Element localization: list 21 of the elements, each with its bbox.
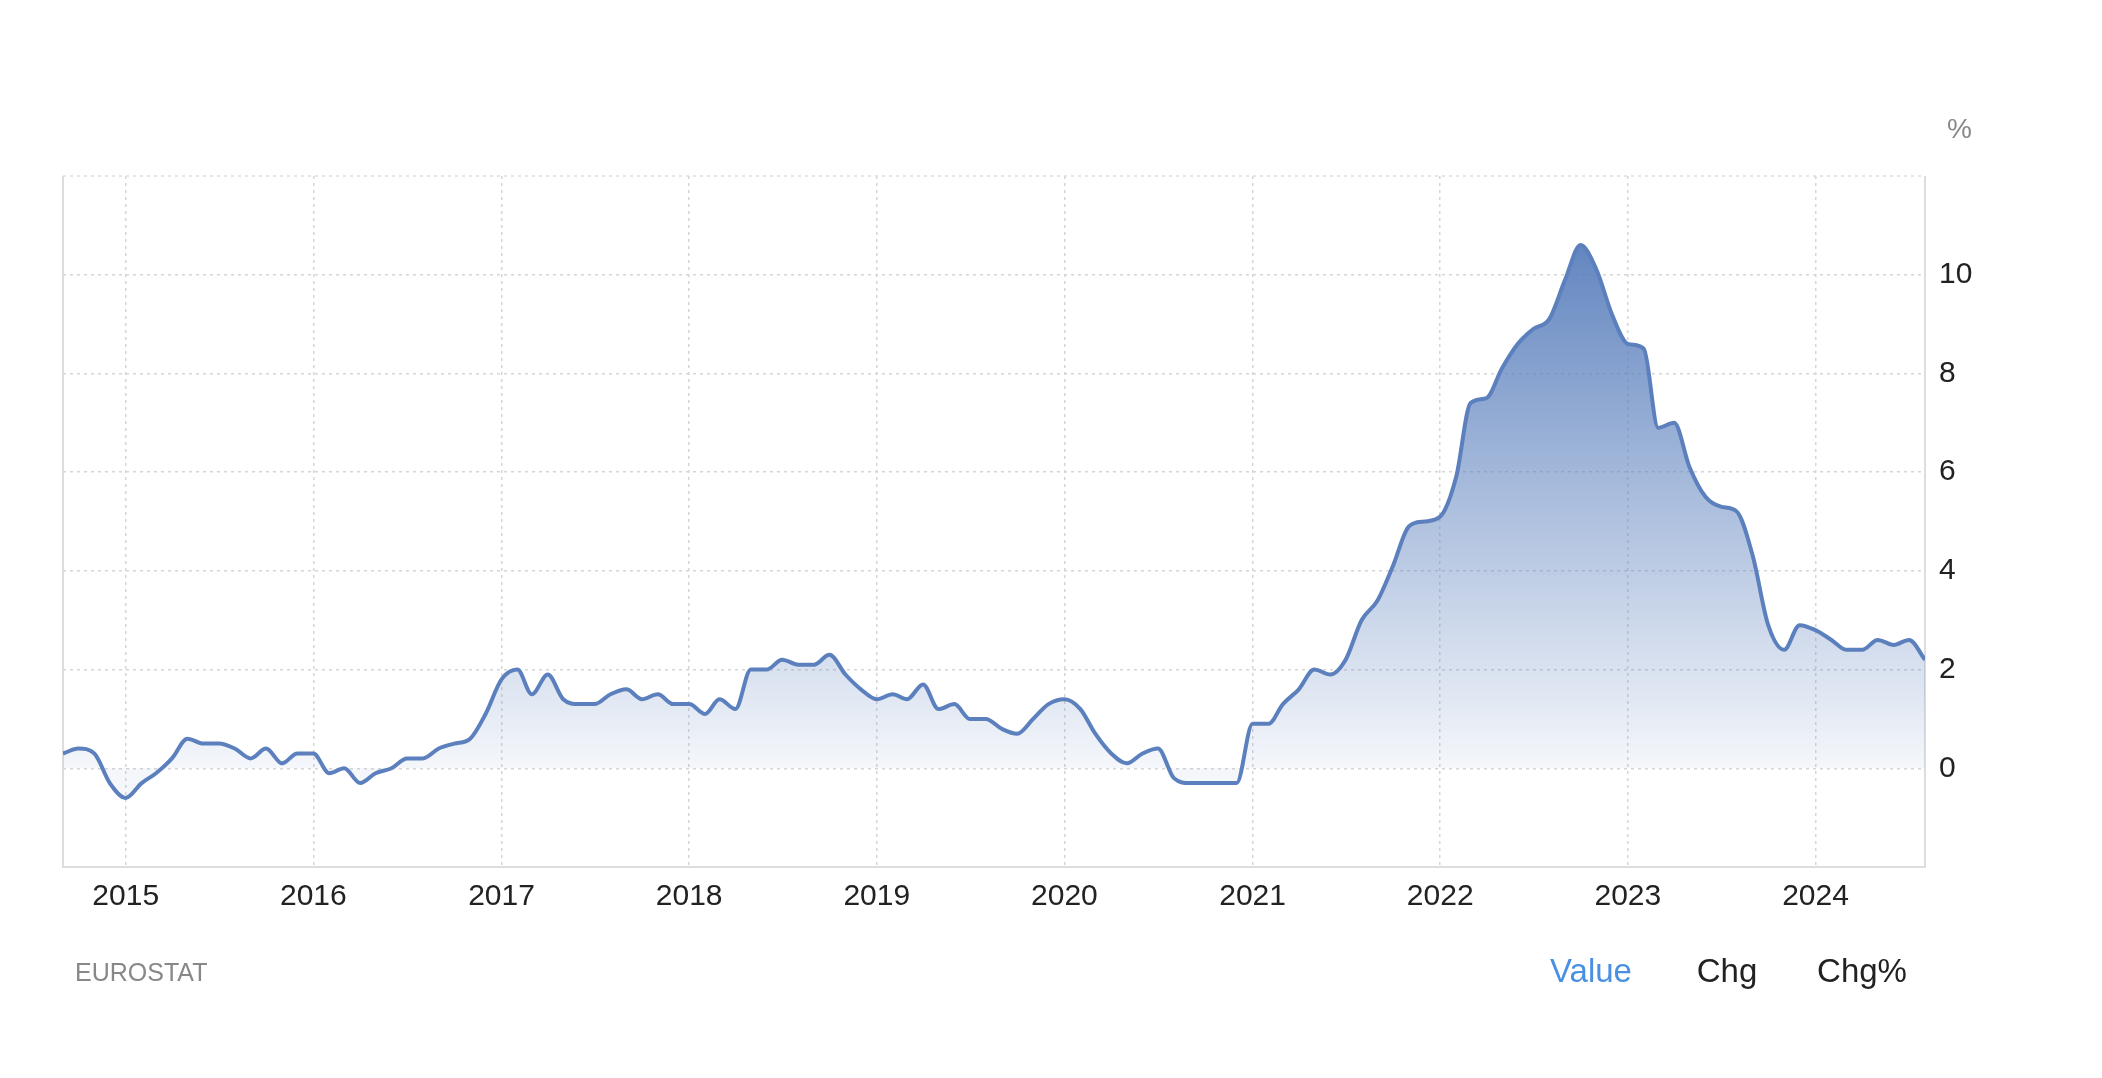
y-tick-label: 0 bbox=[1939, 749, 1956, 783]
y-tick-label: 2 bbox=[1939, 650, 1956, 684]
text: EUROSTAT bbox=[75, 958, 208, 987]
x-tick-label: 2023 bbox=[1594, 878, 1662, 912]
x-tick-label: 2019 bbox=[843, 878, 911, 912]
y-tick-label: 10 bbox=[1939, 255, 1973, 289]
y-tick-label: 4 bbox=[1939, 552, 1956, 586]
text: Chg% bbox=[1817, 952, 1907, 990]
y-tick-label: 8 bbox=[1939, 354, 1956, 388]
x-tick-label: 2022 bbox=[1406, 878, 1474, 912]
x-tick-label: 2017 bbox=[468, 878, 535, 912]
x-tick-label: 2016 bbox=[279, 878, 347, 912]
text: Chg bbox=[1696, 952, 1758, 990]
y-axis-title: % bbox=[1947, 112, 1972, 144]
y-tick-label: 6 bbox=[1939, 453, 1956, 487]
x-tick-label: 2024 bbox=[1782, 878, 1849, 912]
text: Value bbox=[1550, 952, 1632, 990]
x-tick-label: 2018 bbox=[655, 878, 723, 912]
x-tick-label: 2015 bbox=[92, 878, 160, 912]
x-tick-label: 2021 bbox=[1219, 878, 1286, 912]
x-tick-label: 2020 bbox=[1031, 878, 1098, 912]
